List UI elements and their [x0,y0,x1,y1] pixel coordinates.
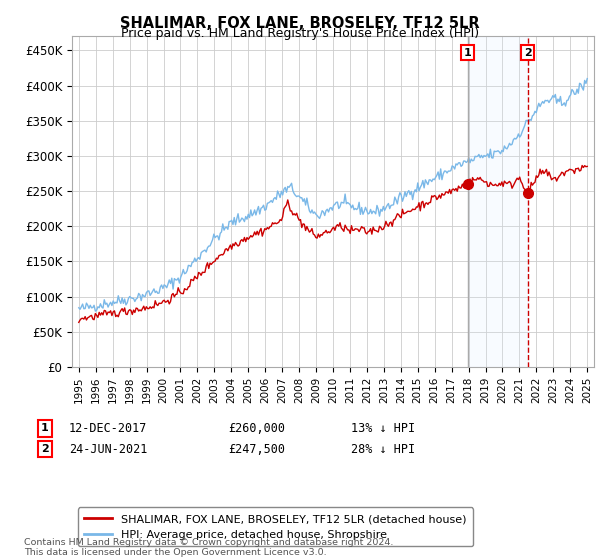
Text: Price paid vs. HM Land Registry's House Price Index (HPI): Price paid vs. HM Land Registry's House … [121,27,479,40]
Bar [468,36,527,367]
Legend: SHALIMAR, FOX LANE, BROSELEY, TF12 5LR (detached house), HPI: Average price, det: SHALIMAR, FOX LANE, BROSELEY, TF12 5LR (… [77,507,473,546]
Text: 12-DEC-2017: 12-DEC-2017 [69,422,148,435]
Text: 13% ↓ HPI: 13% ↓ HPI [351,422,415,435]
Text: SHALIMAR, FOX LANE, BROSELEY, TF12 5LR: SHALIMAR, FOX LANE, BROSELEY, TF12 5LR [120,16,480,31]
Text: 2: 2 [41,444,49,454]
Text: 2: 2 [524,48,532,58]
Text: 28% ↓ HPI: 28% ↓ HPI [351,442,415,456]
Text: Contains HM Land Registry data © Crown copyright and database right 2024.
This d: Contains HM Land Registry data © Crown c… [24,538,394,557]
Text: 1: 1 [41,423,49,433]
Text: £260,000: £260,000 [228,422,285,435]
Text: 1: 1 [464,48,472,58]
Text: 24-JUN-2021: 24-JUN-2021 [69,442,148,456]
Text: £247,500: £247,500 [228,442,285,456]
